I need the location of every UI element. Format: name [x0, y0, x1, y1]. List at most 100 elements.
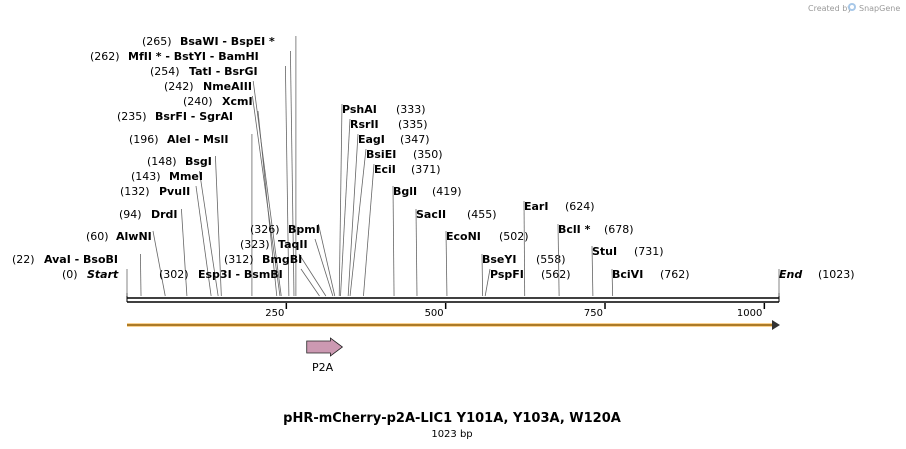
site-leader — [591, 245, 594, 297]
site-position: (1023) — [818, 268, 855, 281]
site-name: StuI — [592, 245, 617, 258]
site-position: (335) — [398, 118, 428, 131]
site-bcivi[interactable]: BciVI (762) — [611, 268, 690, 297]
site-leader — [199, 170, 219, 297]
site-name: End — [779, 268, 802, 281]
site-leader — [338, 103, 343, 297]
restriction-sites: Start (0) AvaI - BsoBI (22) AlwNI (60) DrdI (94… — [12, 35, 855, 297]
site-start[interactable]: Start (0) — [62, 268, 128, 296]
site-position: (254) — [150, 65, 180, 78]
site-bmgbi[interactable]: BmgBI (312) — [224, 253, 327, 297]
ruler-ticks: 250 500 750 1000 — [265, 303, 766, 319]
site-leader — [523, 200, 526, 297]
site-pspfi[interactable]: PspFI (562) — [484, 268, 571, 297]
site-pshai[interactable]: PshAI (333) — [338, 103, 426, 297]
site-name: BsrFI - SgrAI — [155, 110, 233, 123]
site-bsawi[interactable]: BsaWI - BspEI * (265) — [142, 35, 297, 296]
site-position: (350) — [413, 148, 443, 161]
site-drdi[interactable]: DrdI (94) — [119, 208, 188, 297]
site-bpmi[interactable]: BpmI (326) — [250, 223, 336, 297]
site-position: (678) — [604, 223, 634, 236]
site-position: (132) — [120, 185, 150, 198]
site-avai[interactable]: AvaI - BsoBI (22) — [12, 253, 142, 297]
site-leader — [252, 95, 281, 297]
site-leader — [445, 230, 448, 297]
site-esp3i[interactable]: Esp3I - BsmBI (302) — [159, 268, 320, 297]
map-title: pHR-mCherry-p2A-LIC1 Y101A, Y103A, W120A — [283, 411, 621, 426]
site-end[interactable]: End (1023) — [778, 268, 855, 296]
site-name: SacII — [416, 208, 446, 221]
site-leader — [181, 208, 188, 297]
site-name: PvuII — [159, 185, 190, 198]
site-position: (562) — [541, 268, 571, 281]
site-eagi[interactable]: EagI (347) — [347, 133, 430, 297]
site-position: (262) — [90, 50, 120, 63]
site-bseyi[interactable]: BseYI (558) — [481, 253, 566, 297]
site-eari[interactable]: EarI (624) — [523, 200, 595, 297]
site-leader — [340, 118, 351, 297]
site-leader — [415, 208, 418, 297]
feature-p2a[interactable]: P2A — [306, 337, 344, 374]
site-bcli[interactable]: BclI * (678) — [557, 223, 634, 297]
site-position: (624) — [565, 200, 595, 213]
site-leader — [349, 148, 367, 297]
site-position: (302) — [159, 268, 189, 281]
site-name: AvaI - BsoBI — [44, 253, 118, 266]
site-name: BclI * — [558, 223, 591, 236]
site-tati[interactable]: TatI - BsrGI (254) — [150, 65, 290, 297]
site-name: DrdI — [151, 208, 178, 221]
site-position: (240) — [183, 95, 213, 108]
site-name: MfII * - BstYI - BamHI — [128, 50, 259, 63]
site-mmei[interactable]: MmeI (143) — [131, 170, 219, 297]
site-nmeaiii[interactable]: NmeAIII (242) — [164, 80, 282, 297]
site-bsiei[interactable]: BsiEI (350) — [349, 148, 443, 297]
site-leader — [392, 185, 395, 297]
site-name: Esp3I - BsmBI — [198, 268, 283, 281]
site-position: (242) — [164, 80, 194, 93]
site-econi[interactable]: EcoNI (502) — [445, 230, 529, 297]
site-leader — [290, 50, 295, 297]
site-position: (326) — [250, 223, 280, 236]
site-ecii[interactable]: EciI (371) — [363, 163, 441, 297]
site-bsgi[interactable]: BsgI (148) — [147, 155, 222, 297]
site-name: EagI — [358, 133, 385, 146]
site-sacii[interactable]: SacII (455) — [415, 208, 497, 297]
site-leader — [481, 253, 484, 297]
site-xcmi[interactable]: XcmI (240) — [183, 95, 281, 297]
site-position: (196) — [129, 133, 159, 146]
site-leader — [314, 238, 334, 297]
site-name: XcmI — [222, 95, 253, 108]
site-position: (235) — [117, 110, 147, 123]
site-rsrii[interactable]: RsrII (335) — [340, 118, 428, 297]
site-name: BseYI — [482, 253, 516, 266]
site-name: PshAI — [342, 103, 377, 116]
site-leader — [215, 155, 222, 297]
site-alei[interactable]: AleI - MslI (196) — [129, 133, 253, 296]
site-stui[interactable]: StuI (731) — [591, 245, 664, 297]
site-mfii[interactable]: MfII * - BstYI - BamHI (262) — [90, 50, 295, 297]
site-leader — [140, 253, 142, 297]
brand-text: SnapGene — [859, 4, 900, 13]
site-name: AlwNI — [116, 230, 152, 243]
site-leader — [347, 133, 359, 297]
site-name: MmeI — [169, 170, 203, 183]
site-bgli[interactable]: BglI (419) — [392, 185, 462, 297]
site-position: (22) — [12, 253, 35, 266]
site-leader — [252, 80, 282, 297]
tick-label: 750 — [584, 308, 603, 319]
site-alwni[interactable]: AlwNI (60) — [86, 230, 166, 297]
site-name: AleI - MslI — [167, 133, 228, 146]
site-name: Start — [87, 268, 119, 281]
site-name: BsiEI — [366, 148, 396, 161]
site-pvuii[interactable]: PvuII (132) — [120, 185, 212, 297]
site-name: BciVI — [612, 268, 643, 281]
site-position: (0) — [62, 268, 78, 281]
site-leader — [300, 268, 320, 297]
site-taqii[interactable]: TaqII (323) — [240, 238, 334, 297]
site-name: NmeAIII — [203, 80, 252, 93]
tick-label: 250 — [265, 308, 284, 319]
snapgene-logo-icon — [848, 3, 856, 11]
site-name: BglI — [393, 185, 417, 198]
site-position: (347) — [400, 133, 430, 146]
